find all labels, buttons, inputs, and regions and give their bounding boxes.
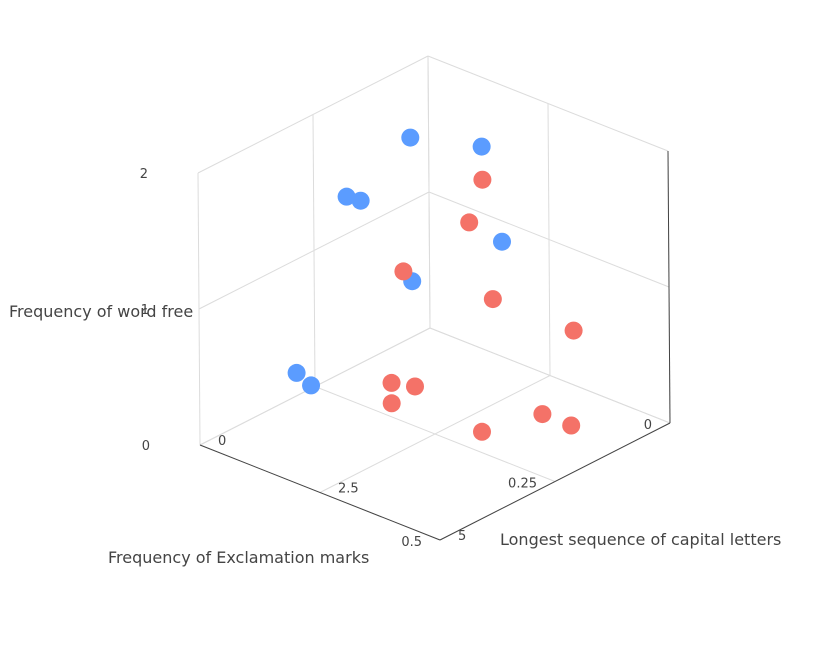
grid-line [319,375,551,493]
z-axis-edge-line [667,150,671,424]
data-point-series-1-9[interactable] [562,416,581,435]
grid-line [197,55,429,174]
x-axis-line [439,422,671,541]
data-point-series-1-2[interactable] [394,262,413,281]
x-tick-label: 0 [644,418,652,433]
data-point-series-1-10[interactable] [473,422,491,441]
data-point-series-0-6[interactable] [302,376,321,395]
data-point-series-1-6[interactable] [406,377,424,396]
point-layer [287,128,583,441]
tick-layer: 0 1 2 0 0.25 0.5 0 2.5 5 [140,167,652,550]
y-tick-label: 0 [218,434,226,449]
y-axis-line [199,444,441,541]
x-tick-label: 0.5 [401,535,422,550]
data-point-series-1-4[interactable] [564,321,583,340]
data-point-series-1-8[interactable] [533,405,552,424]
grid-line [198,191,430,310]
data-point-series-0-7[interactable] [287,363,306,382]
y-tick-label: 5 [458,529,466,544]
data-point-series-0-0[interactable] [401,128,420,147]
data-point-series-1-0[interactable] [473,170,492,189]
data-point-series-1-3[interactable] [483,290,502,309]
x-tick-label: 0.25 [508,477,537,492]
data-point-series-0-3[interactable] [472,137,491,156]
z-tick-label: 0 [142,439,150,454]
z-tick-label: 2 [140,167,148,182]
y-axis-title: Longest sequence of capital letters [500,530,781,549]
z-tick-label: 1 [141,303,149,318]
axis-layer [199,150,671,541]
z-axis-title: Frequency of word free [9,302,193,321]
y-tick-label: 2.5 [338,482,359,497]
data-point-series-1-1[interactable] [460,213,479,232]
data-point-series-0-1[interactable] [337,187,356,206]
axis-title-layer: Frequency of word free Frequency of Excl… [9,302,781,567]
grid-line [428,191,670,288]
data-point-series-0-4[interactable] [493,232,511,251]
x-axis-title: Frequency of Exclamation marks [108,548,369,567]
data-point-series-0-2[interactable] [351,191,370,210]
data-point-series-1-5[interactable] [382,373,401,392]
grid-layer [197,55,671,541]
data-point-series-1-7[interactable] [382,394,401,413]
grid-line [427,55,669,152]
